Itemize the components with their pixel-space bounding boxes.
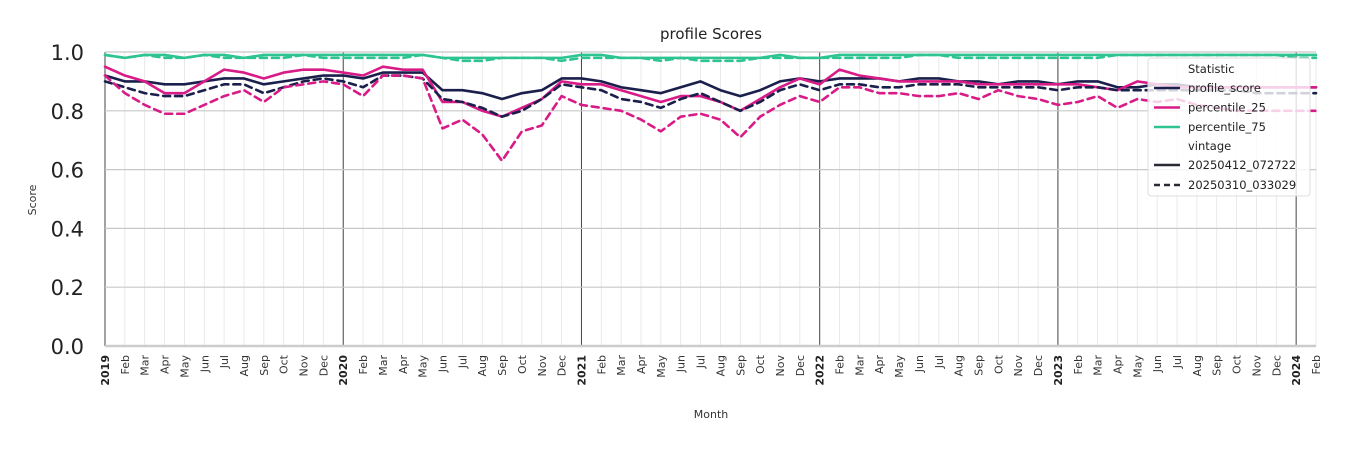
- x-tick-label: 2022: [814, 355, 827, 386]
- legend-label-vintage: 20250310_033029: [1188, 178, 1296, 192]
- x-tick-label: Feb: [1072, 355, 1085, 374]
- x-tick-label: Apr: [635, 355, 648, 375]
- x-tick-label: 2020: [337, 355, 350, 386]
- x-tick-label: Feb: [1310, 355, 1323, 374]
- x-tick-label: 2019: [99, 355, 112, 386]
- x-tick-label: Mar: [139, 355, 152, 376]
- x-tick-label: Jun: [198, 355, 211, 373]
- legend-label-profile_score: profile_score: [1188, 81, 1261, 95]
- legend: Statistic profile_score percentile_25perce…: [1147, 57, 1311, 197]
- x-tick-label: Mar: [377, 355, 390, 376]
- x-tick-label: Jun: [436, 355, 449, 373]
- y-tick-label: 0.0: [51, 335, 84, 359]
- x-tick-label: Oct: [516, 354, 529, 374]
- x-tick-label: Nov: [536, 355, 549, 377]
- y-tick-label: 0.4: [51, 217, 84, 241]
- x-tick-label: Oct: [754, 354, 767, 374]
- x-tick-label: Dec: [1270, 355, 1283, 376]
- x-tick-label: Dec: [794, 355, 807, 376]
- legend-heading-vintage: vintage: [1188, 139, 1231, 153]
- x-tick-label: 2021: [575, 355, 588, 386]
- y-tick-label: 1.0: [51, 41, 84, 65]
- legend-heading-statistic: Statistic: [1188, 62, 1235, 76]
- x-tick-label: Aug: [714, 355, 727, 376]
- x-tick-label: May: [1131, 355, 1144, 378]
- x-tick-label: Mar: [615, 355, 628, 376]
- x-tick-label: Oct: [992, 354, 1005, 374]
- legend-label-percentile_75: percentile_75: [1188, 120, 1266, 134]
- y-tick-label: 0.2: [51, 276, 84, 300]
- y-axis-label: Score: [26, 184, 39, 215]
- x-tick-label: Nov: [774, 355, 787, 377]
- x-tick-label: May: [893, 355, 906, 378]
- x-tick-label: Apr: [873, 355, 886, 375]
- x-axis-label: Month: [694, 408, 729, 421]
- x-tick-label: Oct: [1231, 354, 1244, 374]
- x-tick-label: Jul: [1171, 355, 1184, 369]
- x-tick-label: Aug: [238, 355, 251, 376]
- x-tick-label: Jul: [933, 355, 946, 369]
- x-tick-label: May: [178, 355, 191, 378]
- x-tick-label: Apr: [1111, 355, 1124, 375]
- x-tick-label: Sep: [496, 355, 509, 376]
- x-tick-label: Nov: [1250, 355, 1263, 377]
- legend-label-vintage: 20250412_072722: [1188, 158, 1296, 172]
- x-tick-label: Jul: [456, 355, 469, 369]
- x-tick-label: Feb: [834, 355, 847, 374]
- x-tick-label: Mar: [1092, 355, 1105, 376]
- x-tick-label: 2023: [1052, 355, 1065, 386]
- x-tick-label: Aug: [1191, 355, 1204, 376]
- x-tick-label: May: [417, 355, 430, 378]
- x-tick-label: Oct: [278, 354, 291, 374]
- x-tick-label: Aug: [953, 355, 966, 376]
- x-tick-label: May: [655, 355, 668, 378]
- series-line-profile_score-dashed: [103, 74, 1318, 118]
- y-tick-label: 0.6: [51, 159, 84, 183]
- x-tick-label: Nov: [298, 355, 311, 377]
- x-tick-label: Jun: [1151, 355, 1164, 373]
- x-tick-label: Apr: [397, 355, 410, 375]
- series-line-percentile_25-dashed: [103, 74, 1318, 163]
- x-tick-label: Dec: [556, 355, 569, 376]
- x-tick-label: Aug: [476, 355, 489, 376]
- x-tick-label: Mar: [853, 355, 866, 376]
- legend-box: [1147, 57, 1311, 197]
- legend-label-percentile_25: percentile_25: [1188, 101, 1266, 115]
- x-tick-label: Sep: [973, 355, 986, 376]
- y-tick-label: 0.8: [51, 100, 84, 124]
- series-line-percentile_25-solid: [103, 65, 1318, 118]
- x-tick-label: 2024: [1290, 355, 1303, 386]
- series-line-profile_score-solid: [103, 71, 1318, 101]
- axes: 0.0 0.2 0.4 0.6 0.8 1.0 2019 Feb Mar Apr May Jun Jul…: [51, 41, 1323, 386]
- series-lines: [103, 53, 1318, 163]
- x-tick-label: Jul: [695, 355, 708, 369]
- x-tick-label: Jun: [675, 355, 688, 373]
- x-tick-label: Sep: [1211, 355, 1224, 376]
- x-tick-label: Apr: [159, 355, 172, 375]
- x-tick-label: Dec: [1032, 355, 1045, 376]
- x-tick-label: Sep: [258, 355, 271, 376]
- x-tick-label: Feb: [357, 355, 370, 374]
- x-tick-label: Sep: [734, 355, 747, 376]
- x-tick-label: Feb: [119, 355, 132, 374]
- x-tick-label: Dec: [317, 355, 330, 376]
- x-tick-label: Nov: [1012, 355, 1025, 377]
- grid: [104, 51, 1317, 347]
- x-tick-label: Jul: [218, 355, 231, 369]
- series-line-percentile_75-dashed: [103, 53, 1318, 63]
- chart-title: profile Scores: [660, 25, 762, 43]
- x-tick-label: Jun: [913, 355, 926, 373]
- x-tick-label: Feb: [595, 355, 608, 374]
